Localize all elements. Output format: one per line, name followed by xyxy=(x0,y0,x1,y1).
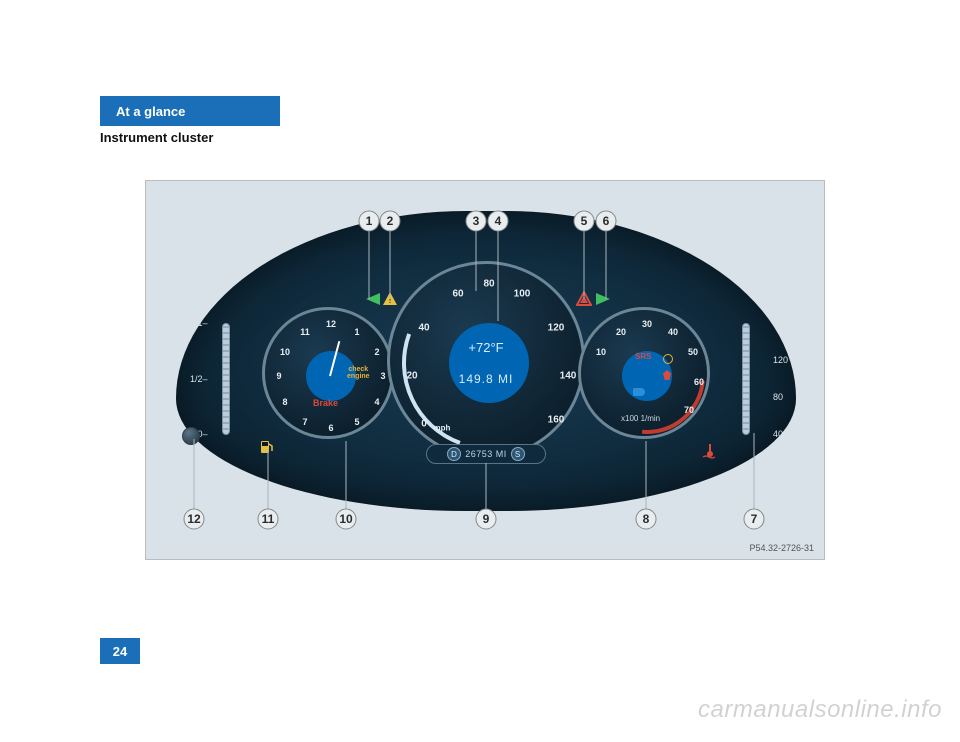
clock-11: 11 xyxy=(290,327,320,337)
coolant-120: 120 xyxy=(773,356,788,365)
hazard-triangle-icon xyxy=(576,291,592,310)
watermark: carmanualsonline.info xyxy=(698,696,942,724)
page: At a glance Instrument cluster 1– 1/2– 0… xyxy=(0,0,960,742)
coolant-unit: °C xyxy=(773,319,783,328)
coolant-gauge: °C 120 80 40 xyxy=(734,319,758,439)
clock-10: 10 xyxy=(270,347,300,357)
section-tab-label: At a glance xyxy=(116,104,185,119)
trip-readout: 149.8 MI xyxy=(436,372,536,386)
page-number: 24 xyxy=(100,638,140,664)
fuel-pump-icon xyxy=(260,439,274,458)
abs-icon xyxy=(663,354,673,364)
speed-60: 60 xyxy=(443,289,473,300)
coolant-temp-icon xyxy=(702,443,718,462)
fuel-label-half: 1/2– xyxy=(190,375,208,384)
speed-80: 80 xyxy=(474,279,504,290)
tach-40: 40 xyxy=(658,327,688,337)
check-engine-top: check xyxy=(348,366,368,373)
speed-40: 40 xyxy=(409,323,439,334)
gear-indicator: D xyxy=(447,447,461,461)
high-beam-icon xyxy=(633,388,645,396)
brake-warning-label: Brake xyxy=(313,398,338,408)
clock-4: 4 xyxy=(362,397,392,407)
clock-7: 7 xyxy=(290,417,320,427)
speedo-center xyxy=(449,323,529,403)
clock-6: 6 xyxy=(316,423,346,433)
coolant-80: 80 xyxy=(773,393,783,402)
tach-60: 60 xyxy=(684,377,714,387)
clock-9: 9 xyxy=(264,371,294,381)
coolant-gauge-labels: °C 120 80 40 xyxy=(773,319,788,439)
speed-20: 20 xyxy=(397,371,427,382)
left-turn-svg xyxy=(362,291,380,307)
srs-warning-label: SRS xyxy=(635,352,651,361)
svg-text:!: ! xyxy=(389,295,392,306)
tach-70: 70 xyxy=(674,405,704,415)
odometer-bar: D 26753 MI S xyxy=(426,444,546,464)
coolant-40: 40 xyxy=(773,430,783,439)
tachometer: 10 20 30 40 50 60 70 SRS x100 1/min xyxy=(578,307,710,439)
outside-temp-readout: +72°F xyxy=(436,340,536,355)
figure-code: P54.32-2726-31 xyxy=(749,543,814,553)
callout-12: 12 xyxy=(184,439,204,529)
clock-5: 5 xyxy=(342,417,372,427)
speedo-unit: mph xyxy=(427,424,457,433)
hazard-svg xyxy=(576,291,592,307)
tach-10: 10 xyxy=(586,347,616,357)
section-title: Instrument cluster xyxy=(100,130,213,145)
fuel-gauge-track xyxy=(222,323,230,435)
instrument-cluster-figure: 1– 1/2– 0– °C 120 80 40 12 xyxy=(145,180,825,560)
tach-unit: x100 1/min xyxy=(621,414,660,423)
svg-text:9: 9 xyxy=(483,512,490,526)
fuel-gauge-labels: 1– 1/2– 0– xyxy=(190,319,208,439)
left-turn-signal-icon xyxy=(362,291,380,310)
speed-100: 100 xyxy=(507,289,537,300)
coolant-svg xyxy=(702,443,718,459)
svg-text:7: 7 xyxy=(751,512,758,526)
svg-text:11: 11 xyxy=(262,512,275,526)
mode-indicator: S xyxy=(511,447,525,461)
svg-text:8: 8 xyxy=(643,512,650,526)
right-turn-signal-icon xyxy=(596,291,614,310)
speed-160: 160 xyxy=(541,415,571,426)
clock-8: 8 xyxy=(270,397,300,407)
coolant-gauge-track xyxy=(742,323,750,435)
check-engine-bot: engine xyxy=(347,373,370,380)
warning-triangle-icon: ! xyxy=(382,291,398,310)
clock-gauge: 12 1 2 3 4 5 6 7 8 9 10 11 Brake check e… xyxy=(262,307,394,439)
check-engine-label: check engine xyxy=(347,366,370,380)
speedometer: 0 20 40 60 80 100 120 140 160 mph +72°F … xyxy=(387,261,585,459)
tach-50: 50 xyxy=(678,347,708,357)
trip-reset-knob xyxy=(182,427,200,445)
warn-svg: ! xyxy=(382,291,398,307)
clock-1: 1 xyxy=(342,327,372,337)
odometer-value: 26753 MI xyxy=(465,449,507,459)
cluster-housing: 1– 1/2– 0– °C 120 80 40 12 xyxy=(176,211,796,511)
fuel-svg xyxy=(260,439,274,455)
right-turn-svg xyxy=(596,291,614,307)
section-tab: At a glance xyxy=(100,96,280,126)
fuel-label-full: 1– xyxy=(198,319,208,328)
svg-text:10: 10 xyxy=(339,512,353,526)
fuel-gauge: 1– 1/2– 0– xyxy=(214,319,238,439)
speed-120: 120 xyxy=(541,323,571,334)
svg-text:12: 12 xyxy=(187,512,201,526)
